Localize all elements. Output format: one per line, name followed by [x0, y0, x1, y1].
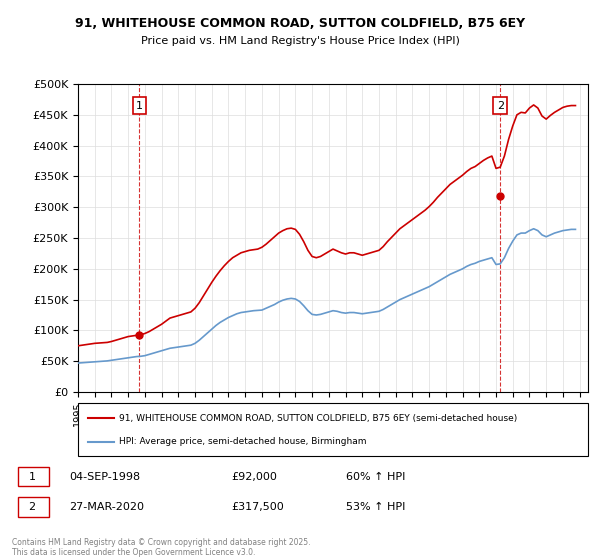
- Text: 2: 2: [29, 502, 36, 512]
- FancyBboxPatch shape: [18, 467, 49, 487]
- Text: 1: 1: [29, 472, 35, 482]
- Text: 53% ↑ HPI: 53% ↑ HPI: [346, 502, 406, 512]
- Text: 60% ↑ HPI: 60% ↑ HPI: [346, 472, 406, 482]
- Text: 91, WHITEHOUSE COMMON ROAD, SUTTON COLDFIELD, B75 6EY: 91, WHITEHOUSE COMMON ROAD, SUTTON COLDF…: [75, 17, 525, 30]
- Text: 2: 2: [497, 101, 504, 110]
- Text: Price paid vs. HM Land Registry's House Price Index (HPI): Price paid vs. HM Land Registry's House …: [140, 36, 460, 46]
- Text: Contains HM Land Registry data © Crown copyright and database right 2025.
This d: Contains HM Land Registry data © Crown c…: [12, 538, 311, 557]
- Text: 27-MAR-2020: 27-MAR-2020: [70, 502, 145, 512]
- Text: 1: 1: [136, 101, 143, 110]
- FancyBboxPatch shape: [18, 497, 49, 517]
- Text: 04-SEP-1998: 04-SEP-1998: [70, 472, 141, 482]
- Text: HPI: Average price, semi-detached house, Birmingham: HPI: Average price, semi-detached house,…: [119, 437, 366, 446]
- Text: £317,500: £317,500: [231, 502, 284, 512]
- Text: £92,000: £92,000: [231, 472, 277, 482]
- Text: 91, WHITEHOUSE COMMON ROAD, SUTTON COLDFIELD, B75 6EY (semi-detached house): 91, WHITEHOUSE COMMON ROAD, SUTTON COLDF…: [119, 414, 517, 423]
- FancyBboxPatch shape: [78, 403, 588, 456]
